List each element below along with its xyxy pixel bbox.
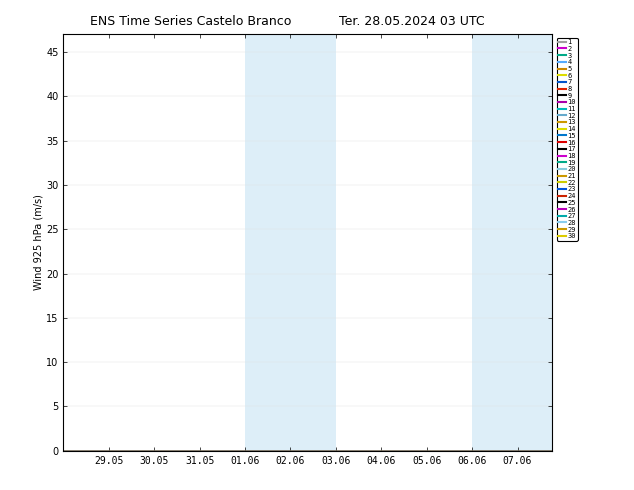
Text: ENS Time Series Castelo Branco: ENS Time Series Castelo Branco (89, 15, 291, 28)
Legend: 1, 2, 3, 4, 5, 6, 7, 8, 9, 10, 11, 12, 13, 14, 15, 16, 17, 18, 19, 20, 21, 22, 2: 1, 2, 3, 4, 5, 6, 7, 8, 9, 10, 11, 12, 1… (557, 38, 578, 241)
Y-axis label: Wind 925 hPa (m/s): Wind 925 hPa (m/s) (33, 195, 43, 291)
Text: Ter. 28.05.2024 03 UTC: Ter. 28.05.2024 03 UTC (339, 15, 485, 28)
Bar (472, 34, 563, 451)
Bar (245, 34, 336, 451)
